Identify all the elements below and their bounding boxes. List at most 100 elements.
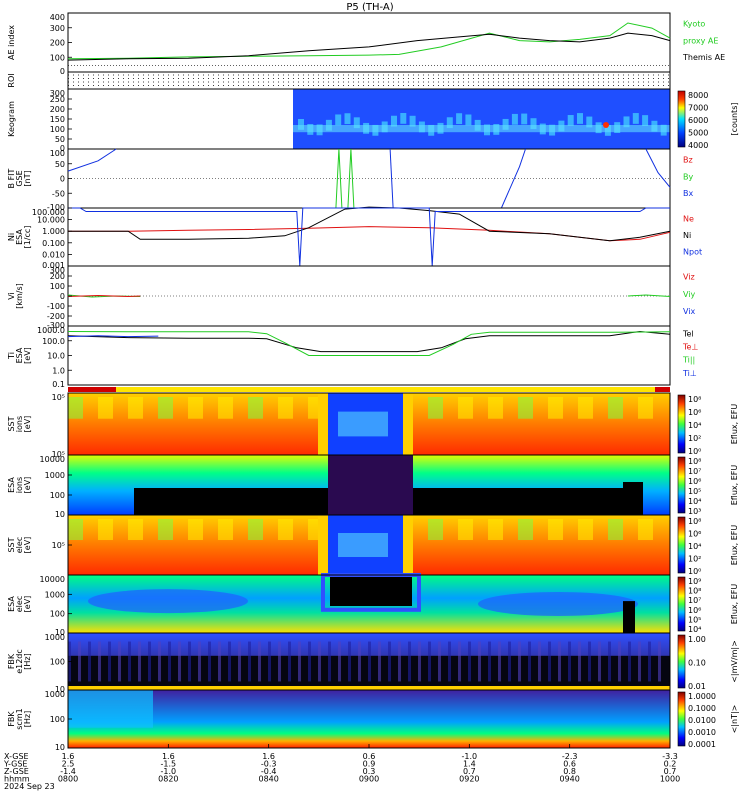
heatmap-fbk-b bbox=[68, 690, 670, 748]
legend-entry: Viz bbox=[683, 273, 695, 282]
keogram-band bbox=[567, 115, 574, 126]
heatmap-cell bbox=[458, 519, 473, 540]
heatmap-edge bbox=[318, 393, 328, 455]
heatmap-fill bbox=[68, 690, 670, 748]
heatmap-cell bbox=[208, 641, 211, 682]
y-axis-label: [km/s] bbox=[15, 283, 24, 309]
y-axis-label: e12dc bbox=[15, 649, 24, 674]
colorbar-scale bbox=[677, 691, 686, 747]
y-tick-label: -100 bbox=[47, 302, 65, 311]
y-tick-label: -300 bbox=[47, 321, 65, 330]
heatmap-cell bbox=[638, 397, 653, 419]
y-tick-label: 0.1 bbox=[52, 380, 65, 389]
y-tick-label: 100.0 bbox=[42, 337, 65, 346]
y-tick-label: 10.0 bbox=[47, 352, 65, 361]
colorbar: 1.00 0.10 0.01 <|mV/m|> bbox=[677, 634, 739, 691]
colorbar-tick-label: 10⁹ bbox=[688, 577, 701, 586]
heatmap-cell bbox=[188, 397, 203, 419]
y-axis-label: ROI bbox=[7, 73, 16, 87]
colorbar-tick-label: 10⁷ bbox=[688, 467, 701, 476]
heatmap-cell bbox=[338, 641, 341, 682]
legend-entry: Npot bbox=[683, 247, 702, 256]
panel-ni: Ni ESA [1/cc]100.00010.0001.0000.1000.0100… bbox=[7, 206, 702, 270]
y-tick-label: 300 bbox=[50, 24, 65, 33]
x-tick-label: 0.7 bbox=[463, 767, 476, 776]
y-tick-label: 10 bbox=[55, 628, 65, 637]
colorbar-tick-label: 1.0000 bbox=[688, 692, 716, 701]
y-axis-label: [1/cc] bbox=[23, 226, 32, 249]
heatmap-cell bbox=[238, 641, 241, 682]
panel-ti: Ti ESA [eV] 1000.0 100.0 10.0 1.0 0.1 Tel Te⊥ Ti||… bbox=[7, 325, 698, 389]
heatmap-cell bbox=[268, 641, 271, 682]
heatmap-cell bbox=[248, 397, 263, 419]
colorbar: 1.0000 0.1000 0.0100 0.0010 0.0001 <|nT|> bbox=[677, 691, 739, 749]
heatmap-cell bbox=[258, 641, 261, 682]
colorbar-tick-label: 10⁶ bbox=[688, 408, 701, 417]
keogram-band bbox=[344, 113, 351, 125]
keogram-band bbox=[353, 117, 360, 129]
heatmap-cell bbox=[578, 519, 593, 540]
panel-bfield: B FIT GSE [nT] 100 50 0 -50 -100 Bz By Bx bbox=[7, 148, 693, 212]
heatmap-cell bbox=[148, 641, 151, 682]
colorbar-tick-label: 10⁴ bbox=[688, 421, 701, 430]
series-line bbox=[67, 335, 159, 338]
y-tick-label: 300 bbox=[50, 266, 65, 275]
y-tick-label: 1000 bbox=[45, 471, 65, 480]
colorbar-tick-label: 5000 bbox=[688, 129, 708, 138]
x-tick-label: 0.7 bbox=[664, 767, 677, 776]
y-tick-label: 0 bbox=[60, 175, 65, 184]
y-axis-label: SST bbox=[7, 537, 16, 552]
series-line bbox=[67, 331, 671, 356]
x-axis-row-label: Z-GSE bbox=[4, 767, 29, 776]
keogram-band bbox=[293, 125, 670, 133]
colorbar-tick-label: 10² bbox=[688, 434, 701, 443]
y-axis-label: ions bbox=[15, 477, 24, 493]
heatmap-black bbox=[134, 488, 328, 515]
legend-entry: Ti⊥ bbox=[682, 369, 697, 378]
heatmap-cell bbox=[548, 519, 563, 540]
y-tick-label: 1000.0 bbox=[37, 326, 65, 335]
heatmap-blob bbox=[478, 592, 638, 616]
heatmap-cell bbox=[278, 641, 281, 682]
colorbar-label: Eflux, EFU bbox=[730, 404, 739, 445]
series-line bbox=[347, 148, 355, 209]
keogram-no-data bbox=[68, 89, 293, 149]
x-tick-label: -0.4 bbox=[261, 767, 277, 776]
keogram-band bbox=[391, 115, 397, 127]
heatmap-cell bbox=[128, 519, 143, 540]
heatmap-black bbox=[413, 488, 623, 515]
colorbar-label: [counts] bbox=[730, 103, 739, 136]
status-bar-segment bbox=[68, 387, 116, 392]
heatmap-cell bbox=[278, 397, 293, 419]
y-axis-label: [eV] bbox=[23, 416, 32, 433]
heatmap-cell bbox=[608, 519, 623, 540]
y-tick-label: 10000 bbox=[40, 575, 65, 584]
heatmap-cell bbox=[458, 397, 473, 419]
y-tick-label: 100 bbox=[50, 282, 65, 291]
x-tick-label: 0.2 bbox=[664, 760, 677, 769]
heatmap-cell bbox=[578, 397, 593, 419]
keogram-band bbox=[298, 119, 304, 130]
colorbar-label: Eflux, EFU bbox=[730, 465, 739, 506]
heatmap-cell bbox=[298, 641, 301, 682]
heatmap-cell bbox=[658, 641, 661, 682]
status-bar bbox=[68, 387, 670, 392]
heatmap-cell bbox=[588, 641, 591, 682]
y-axis-label: [Hz] bbox=[23, 653, 32, 669]
heatmap-cell bbox=[98, 641, 101, 682]
legend-entry: Tel bbox=[682, 329, 694, 338]
heatmap-cell bbox=[548, 397, 563, 419]
y-tick-label: 200 bbox=[50, 39, 65, 48]
x-tick-label: 0.8 bbox=[563, 767, 576, 776]
y-axis-label: ESA bbox=[7, 477, 16, 493]
legend-entry: Te⊥ bbox=[682, 343, 698, 352]
x-tick-label: 1.6 bbox=[162, 752, 175, 761]
y-tick-label: 1000 bbox=[45, 690, 65, 699]
x-tick-label: 0920 bbox=[459, 775, 479, 784]
x-tick-label: 0.6 bbox=[563, 760, 576, 769]
colorbar-tick-label: 0.0010 bbox=[688, 728, 716, 737]
heatmap-sst-e bbox=[68, 515, 670, 575]
heatmap-cell bbox=[428, 397, 443, 419]
